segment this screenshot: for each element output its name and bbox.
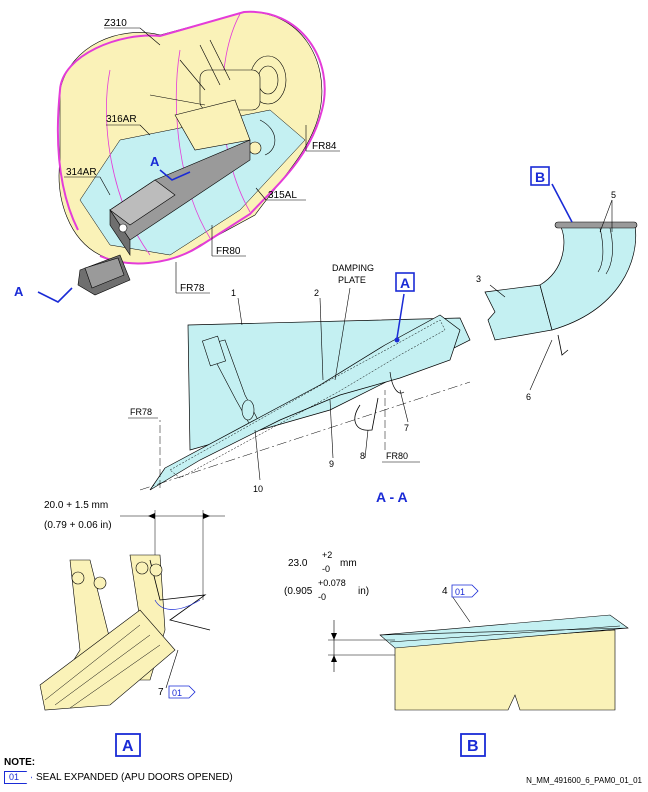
damping-plate-label-2: PLATE [338, 275, 366, 285]
item-5-label: 5 [611, 190, 616, 200]
frame-label-fr78: FR78 [180, 283, 205, 294]
apu-compartment-view: Z310 316AR 314AR 315AL FR84 FR80 FR78 A … [14, 10, 340, 303]
item-7-label: 7 [404, 423, 409, 433]
note-ref-box: 01 [4, 771, 32, 784]
detail-b-item-number: 4 [442, 586, 448, 597]
frame-label-fr78-section: FR78 [130, 407, 152, 417]
detail-a-box-section-label: A [400, 275, 410, 291]
item-8-label: 8 [360, 451, 365, 461]
detail-b-note-ref-box [451, 584, 479, 598]
apu-engine [149, 39, 287, 156]
note-heading: NOTE: [4, 757, 36, 768]
detail-a-structure [39, 554, 211, 711]
seal-finger-1 [597, 227, 604, 273]
view-arrow-a-left-label: A [14, 284, 24, 299]
detail-a-note-ref: 01 [172, 688, 182, 698]
detail-b-box-top-label: B [535, 169, 545, 185]
detail-b-item-leader [451, 595, 471, 623]
detail-a-dim-in: (0.79 + 0.06 in) [44, 520, 112, 531]
item-9-label: 9 [329, 459, 334, 469]
detail-a-title: A [122, 738, 134, 755]
fire-zone-outline [59, 10, 326, 265]
leader-lines-section [128, 287, 420, 481]
detail-b-dim-in-plus: +0.078 [318, 578, 346, 588]
detail-a-view: 20.0 + 1.5 mm (0.79 + 0.06 in) 7 01 A [39, 500, 225, 757]
frame-label-fr80: FR80 [216, 246, 241, 257]
zone-label-z310: Z310 [104, 18, 127, 29]
detail-a-marker [394, 337, 400, 343]
seal-assembly [149, 314, 461, 491]
seal-detail-7 [389, 371, 405, 394]
detail-b-view: 23.0 +2 -0 mm (0.905 +0.078 -0 in) 4 01 … [284, 550, 629, 757]
zone-label-315al: 315AL [268, 190, 297, 201]
seal-lip [354, 397, 379, 431]
detail-a-item-leader [165, 649, 179, 689]
seal-finger-2 [605, 227, 613, 275]
detail-b-dim-in-unit: in) [358, 586, 369, 597]
frame-arc-2 [175, 49, 211, 239]
detail-a-box-section [395, 272, 415, 292]
detail-b-dim-in-minus: -0 [318, 592, 326, 602]
section-a-a-view: A 1 2 DAMPING PLATE FR78 FR80 7 8 9 10 A… [128, 263, 471, 505]
item-10-label: 10 [253, 484, 263, 494]
seal-flange [554, 221, 638, 229]
item-1-label: 1 [231, 288, 236, 298]
detail-a-note-ref-box [168, 685, 196, 699]
detail-b-dim-in-value: (0.905 [284, 586, 313, 597]
view-arrow-a-top-label: A [150, 154, 160, 169]
note-text: SEAL EXPANDED (APU DOORS OPENED) [36, 772, 233, 783]
detail-b-box-top [530, 166, 550, 186]
detail-a-leader [396, 293, 405, 339]
detail-b-title-box [460, 733, 486, 757]
detail-b-leader [551, 183, 573, 223]
detail-a-dim-mm: 20.0 + 1.5 mm [44, 500, 108, 511]
exhaust-duct [77, 139, 251, 296]
detail-b-dim-minus: -0 [322, 564, 330, 574]
detail-b-note-ref: 01 [455, 587, 465, 597]
frame-label-fr80-section: FR80 [386, 451, 408, 461]
door-actuator [201, 335, 259, 426]
damping-plate-label-1: DAMPING [332, 263, 374, 273]
seal-duct-bend [539, 224, 637, 331]
detail-b-dim-unit: mm [340, 558, 357, 569]
seal-duct-view: B 3 5 6 [476, 166, 638, 402]
detail-b-dim-plus: +2 [322, 550, 332, 560]
leader-lines-duct [489, 199, 613, 391]
detail-a-item-number: 7 [158, 687, 164, 698]
drawing-reference: N_MM_491600_6_PAM0_01_01 [526, 776, 642, 785]
frame-label-fr84: FR84 [312, 141, 337, 152]
fire-zone-outline-left [56, 89, 79, 231]
zone-label-314ar: 314AR [66, 167, 97, 178]
leader-lines-top [64, 27, 340, 294]
frame-line-fr80 [139, 381, 471, 491]
item-6-label: 6 [526, 392, 531, 402]
detail-b-title: B [467, 738, 479, 755]
view-arrow-a-top [159, 169, 191, 181]
detail-a-title-box [115, 733, 141, 757]
item-2-label: 2 [314, 288, 319, 298]
zone-label-316ar: 316AR [106, 114, 137, 125]
detail-b-structure [379, 614, 629, 711]
view-arrow-a-left [37, 287, 73, 303]
seal-bracket-6 [557, 334, 569, 356]
damping-plate-hatch [169, 319, 446, 479]
detail-a-dim-arrows [148, 513, 210, 519]
item-3-label: 3 [476, 274, 481, 284]
detail-b-dim-arrows [331, 633, 337, 662]
detail-b-dim-value: 23.0 [288, 558, 308, 569]
section-a-a-title: A - A [376, 489, 408, 505]
